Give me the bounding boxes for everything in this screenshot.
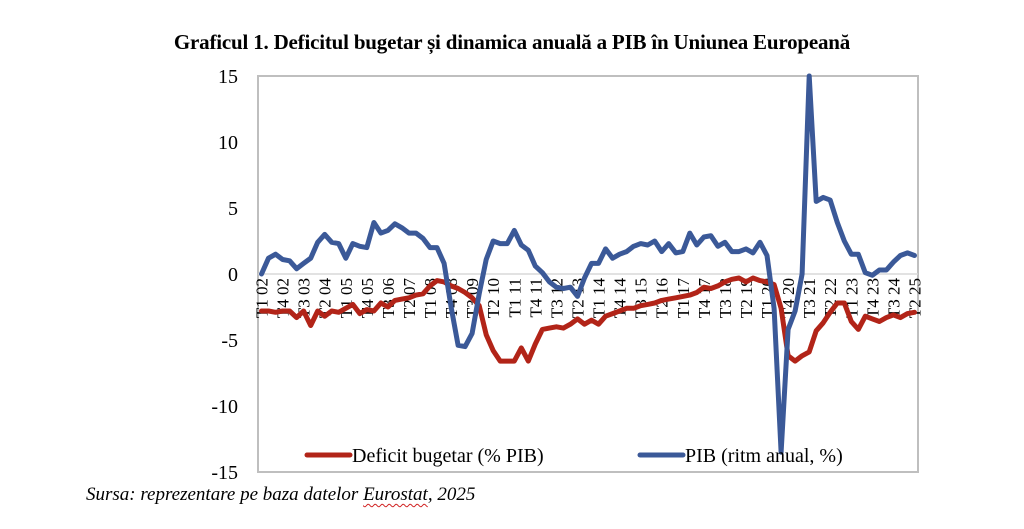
legend: Deficit bugetar (% PIB) PIB (ritm anual,… <box>304 445 843 467</box>
x-axis-ticks: T1 02 T4 02 T3 03 T2 04 T1 05 T4 05 T3 06 T2 07… <box>253 278 925 319</box>
x-tick-label: T3 03 <box>295 278 314 318</box>
x-tick-label: T3 18 <box>716 278 735 318</box>
y-axis-ticks: 15 10 5 0 -5 -10 -15 <box>211 66 238 484</box>
x-tick-label: T3 24 <box>884 278 903 319</box>
x-tick-label: T2 04 <box>316 278 335 319</box>
source-note: Sursa: reprezentare pe baza datelor Euro… <box>86 484 475 506</box>
legend-label-deficit: Deficit bugetar (% PIB) <box>352 445 544 467</box>
source-suffix: , 2025 <box>427 484 476 505</box>
x-tick-label: T2 25 <box>905 278 924 318</box>
y-tick-label: 10 <box>218 132 238 154</box>
x-tick-label: T3 21 <box>800 278 819 318</box>
y-tick-label: -10 <box>211 396 238 418</box>
y-tick-label: 15 <box>218 66 238 88</box>
y-tick-label: 0 <box>228 264 238 286</box>
y-tick-label: -15 <box>211 462 238 484</box>
x-tick-label: T4 23 <box>863 278 882 318</box>
x-tick-label: T3 06 <box>379 278 398 318</box>
y-tick-label: -5 <box>221 330 238 352</box>
x-tick-label: T4 02 <box>274 278 293 318</box>
source-prefix: Sursa: reprezentare pe baza datelor <box>86 484 364 505</box>
deficit-series-line <box>259 275 917 364</box>
source-eurostat: Eurostat <box>363 484 428 505</box>
pib-series-line <box>259 73 917 455</box>
y-tick-label: 5 <box>228 198 238 220</box>
x-tick-label: T1 02 <box>253 278 272 318</box>
x-tick-label: T1 11 <box>505 278 524 318</box>
x-tick-label: T2 10 <box>484 278 503 318</box>
x-tick-label: T2 19 <box>737 278 756 318</box>
x-tick-label: T4 11 <box>526 278 545 318</box>
x-tick-label: T3 15 <box>632 278 651 318</box>
x-tick-label: T1 14 <box>590 278 609 319</box>
legend-label-pib: PIB (ritm anual, %) <box>685 445 843 467</box>
x-tick-label: T4 17 <box>695 278 714 319</box>
chart-title: Graficul 1. Deficitul bugetar și dinamic… <box>173 30 851 54</box>
